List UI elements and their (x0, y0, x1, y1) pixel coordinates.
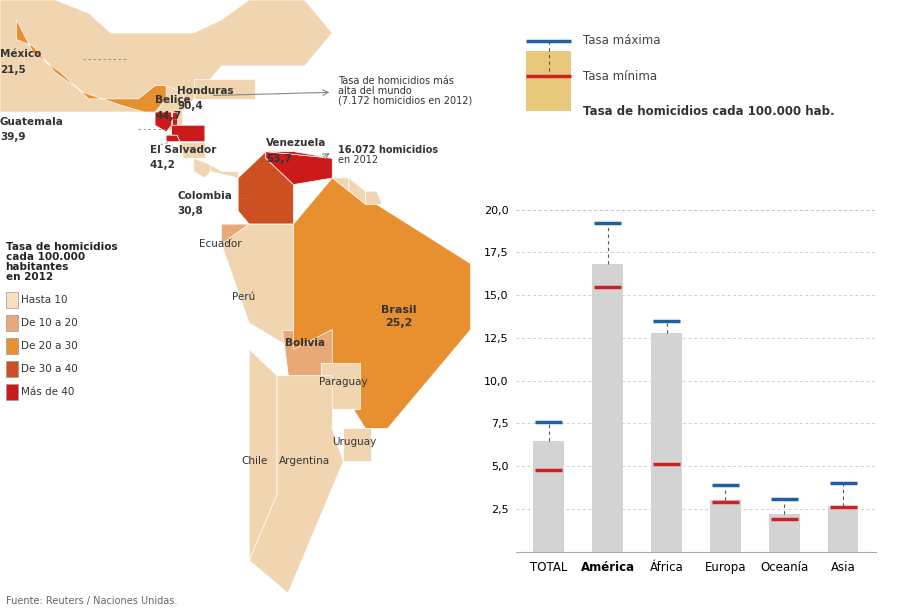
Polygon shape (266, 151, 332, 185)
Text: habitantes: habitantes (5, 262, 69, 272)
FancyBboxPatch shape (5, 384, 18, 400)
Polygon shape (166, 135, 180, 142)
Text: De 20 a 30: De 20 a 30 (21, 341, 78, 351)
Polygon shape (294, 178, 471, 428)
Text: Chile: Chile (242, 457, 268, 466)
Polygon shape (348, 178, 365, 204)
Text: Tasa máxima: Tasa máxima (583, 34, 660, 47)
Text: en 2012: en 2012 (5, 272, 53, 282)
Polygon shape (155, 112, 172, 132)
FancyBboxPatch shape (526, 50, 571, 111)
Polygon shape (155, 86, 183, 132)
Text: Más de 40: Más de 40 (21, 387, 75, 397)
Text: Guatemala: Guatemala (0, 116, 64, 126)
Polygon shape (250, 349, 277, 560)
Polygon shape (172, 125, 205, 142)
Polygon shape (365, 191, 383, 204)
Bar (769, 514, 799, 552)
Text: 39,9: 39,9 (0, 132, 25, 142)
Text: Uruguay: Uruguay (332, 436, 376, 447)
Text: Belice: Belice (155, 96, 190, 105)
Polygon shape (222, 224, 250, 264)
Polygon shape (194, 158, 210, 178)
Text: Honduras: Honduras (177, 86, 233, 96)
FancyBboxPatch shape (5, 361, 18, 377)
Text: Fuente: Reuters / Naciones Unidas.: Fuente: Reuters / Naciones Unidas. (5, 596, 177, 606)
Text: 30,8: 30,8 (177, 207, 203, 216)
Polygon shape (238, 151, 294, 224)
Text: 25,2: 25,2 (385, 318, 412, 328)
Polygon shape (194, 79, 255, 99)
Text: De 30 a 40: De 30 a 40 (21, 364, 78, 374)
Bar (651, 333, 682, 552)
Polygon shape (343, 428, 371, 462)
Polygon shape (250, 376, 343, 593)
Polygon shape (283, 330, 332, 376)
FancyBboxPatch shape (5, 292, 18, 308)
Text: Tasa de homicidios cada 100.000 hab.: Tasa de homicidios cada 100.000 hab. (583, 105, 834, 118)
Bar (533, 441, 564, 552)
Polygon shape (222, 224, 294, 349)
Text: Bolivia: Bolivia (285, 338, 324, 348)
Bar (593, 264, 623, 552)
Text: Tasa de homicidios más: Tasa de homicidios más (338, 76, 453, 86)
Text: 44,7: 44,7 (155, 111, 181, 121)
Bar (710, 500, 741, 552)
Text: Tasa mínima: Tasa mínima (583, 69, 657, 83)
Text: Hasta 10: Hasta 10 (21, 295, 67, 305)
Text: De 10 a 20: De 10 a 20 (21, 318, 78, 328)
Polygon shape (332, 178, 348, 191)
Text: Ecuador: Ecuador (199, 239, 242, 249)
Polygon shape (17, 20, 166, 112)
Text: en 2012: en 2012 (338, 155, 378, 165)
FancyBboxPatch shape (5, 338, 18, 354)
Text: Brasil: Brasil (381, 305, 417, 315)
Polygon shape (266, 151, 332, 158)
Polygon shape (321, 362, 360, 409)
Text: 21,5: 21,5 (0, 64, 26, 75)
Text: Perú: Perú (232, 292, 255, 302)
Text: Argentina: Argentina (279, 457, 330, 466)
Text: México: México (0, 49, 41, 59)
Text: 16.072 homicidios: 16.072 homicidios (338, 145, 438, 155)
Text: 41,2: 41,2 (150, 160, 175, 170)
Text: alta del mundo: alta del mundo (338, 86, 411, 96)
Text: Colombia: Colombia (177, 191, 232, 201)
Text: cada 100.000: cada 100.000 (5, 253, 84, 262)
FancyBboxPatch shape (5, 315, 18, 331)
Text: El Salvador: El Salvador (150, 145, 216, 155)
Text: Venezuela: Venezuela (266, 139, 326, 148)
Bar (828, 506, 858, 552)
Polygon shape (180, 142, 205, 158)
Text: Tasa de homicidios: Tasa de homicidios (5, 243, 117, 253)
Text: Paraguay: Paraguay (319, 377, 367, 387)
Text: 53,7: 53,7 (266, 154, 292, 164)
Text: 90,4: 90,4 (177, 101, 203, 111)
Text: (7.172 homicidios en 2012): (7.172 homicidios en 2012) (338, 96, 472, 105)
Polygon shape (210, 165, 238, 178)
Polygon shape (172, 112, 177, 125)
Polygon shape (0, 0, 332, 112)
